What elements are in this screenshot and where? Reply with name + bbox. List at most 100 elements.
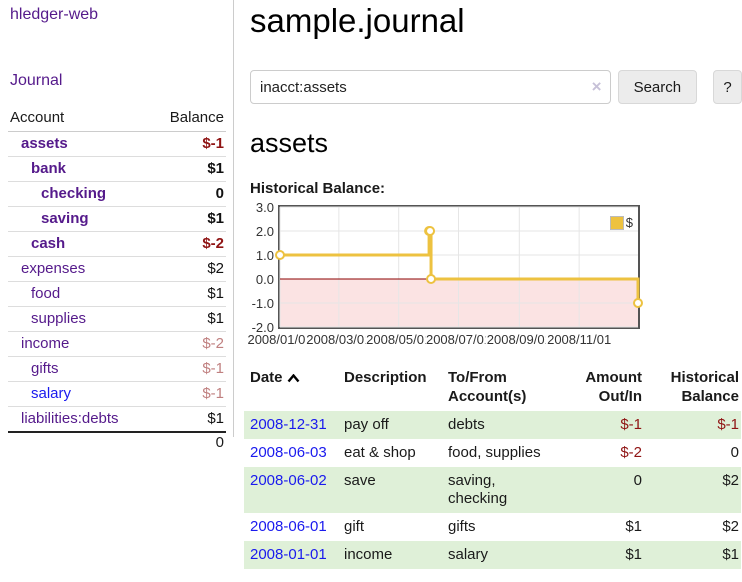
y-tick-label: 3.0 [255, 200, 274, 215]
date-column-header[interactable]: Date [244, 366, 344, 411]
transaction-date-link[interactable]: 2008-12-31 [250, 416, 327, 433]
transaction-row: 2008-06-01 gift gifts $1 $2 [244, 513, 741, 541]
x-tick-label: 2008/01/01 [246, 332, 314, 347]
transaction-amount: 0 [633, 472, 642, 489]
transaction-accounts: gifts [448, 518, 476, 535]
account-link-bank[interactable]: bank [31, 160, 67, 177]
description-column-header: Description [344, 369, 427, 386]
historical-balance-chart: 3.0 2.0 1.0 0.0 -1.0 -2.0 $ 2008/01/01 2008/03… [246, 201, 650, 347]
account-column-header: Account [8, 106, 151, 132]
x-tick-label: 2008/05/01 [365, 332, 433, 347]
sort-ascending-icon [287, 373, 299, 383]
transaction-date-link[interactable]: 2008-06-01 [250, 518, 327, 535]
transaction-description: pay off [344, 416, 389, 433]
sidebar-divider [233, 0, 234, 437]
balance-column-header: Balance [150, 106, 226, 132]
account-link-gifts[interactable]: gifts [31, 360, 59, 377]
account-balance: $1 [150, 206, 226, 232]
account-link-saving[interactable]: saving [41, 210, 89, 227]
account-row-income: income $-2 [8, 331, 226, 357]
transaction-balance: $1 [722, 546, 739, 563]
transaction-balance: $2 [722, 518, 739, 535]
transaction-balance: 0 [730, 444, 739, 461]
account-row-supplies: supplies $1 [8, 306, 226, 332]
account-row-food: food $1 [8, 281, 226, 307]
account-row-bank: bank $1 [8, 156, 226, 182]
account-row-cash: cash $-2 [8, 231, 226, 257]
transaction-balance: $-1 [717, 416, 739, 433]
account-balance: $-1 [150, 356, 226, 382]
transaction-row: 2008-06-03 eat & shop food, supplies $-2… [244, 439, 741, 467]
legend-label: $ [625, 215, 633, 230]
transaction-accounts: food, supplies [448, 444, 541, 461]
chart-x-axis: 2008/01/01 2008/03/01 2008/05/01 2008/07/01… [246, 332, 650, 347]
search-bar: × Search ? [250, 70, 742, 104]
register-table: Date Description To/From Account(s) Amou… [244, 366, 741, 569]
sidebar: hledger-web Journal Account Balance asse… [0, 0, 233, 453]
sidebar-item-journal[interactable]: Journal [10, 72, 63, 89]
amount-column-header: Amount Out/In [585, 369, 642, 405]
account-balance: $1 [150, 306, 226, 332]
account-row-saving: saving $1 [8, 206, 226, 232]
account-link-assets[interactable]: assets [21, 135, 68, 152]
accounts-column-header: To/From Account(s) [448, 369, 527, 405]
accounts-total-row: 0 [8, 431, 226, 453]
app-title-link[interactable]: hledger-web [10, 6, 99, 23]
account-row-liabilities-debts: liabilities:debts $1 [8, 406, 226, 433]
register-header-row: Date Description To/From Account(s) Amou… [244, 366, 741, 411]
account-balance: $-2 [150, 331, 226, 357]
account-balance: $1 [150, 406, 226, 433]
y-tick-label: 2.0 [255, 224, 274, 239]
transaction-amount: $-2 [620, 444, 642, 461]
account-balance: $1 [150, 281, 226, 307]
account-row-assets: assets $-1 [8, 131, 226, 157]
transaction-accounts: debts [448, 416, 485, 433]
transaction-description: save [344, 472, 376, 489]
x-tick-label: 2008/09/01 [485, 332, 553, 347]
search-input[interactable] [250, 70, 611, 104]
account-heading: assets [250, 128, 329, 158]
account-balance: $-1 [150, 131, 226, 157]
transaction-date-link[interactable]: 2008-01-01 [250, 546, 327, 563]
account-balance: 0 [150, 181, 226, 207]
balance-column-header: Historical Balance [670, 369, 739, 405]
transaction-description: income [344, 546, 393, 563]
chart-legend: $ [609, 215, 633, 230]
account-link-salary[interactable]: salary [31, 385, 72, 402]
transaction-accounts: saving, checking [448, 472, 508, 507]
y-tick-label: 1.0 [255, 248, 274, 263]
legend-swatch-icon [609, 215, 624, 230]
transaction-description: gift [344, 518, 365, 535]
search-button[interactable]: Search [617, 70, 698, 104]
chart-title: Historical Balance: [250, 180, 386, 197]
chart-y-axis: 3.0 2.0 1.0 0.0 -1.0 -2.0 [250, 201, 274, 334]
transaction-row: 2008-12-31 pay off debts $-1 $-1 [244, 411, 741, 439]
y-tick-label: 0.0 [255, 272, 274, 287]
y-tick-label: -2.0 [251, 320, 274, 335]
account-link-food[interactable]: food [31, 285, 61, 302]
help-button[interactable]: ? [713, 70, 742, 104]
chart-plot-area: $ [275, 205, 643, 329]
account-link-expenses[interactable]: expenses [21, 260, 86, 277]
account-link-checking[interactable]: checking [41, 185, 107, 202]
account-balance: $-2 [150, 231, 226, 257]
transaction-description: eat & shop [344, 444, 416, 461]
transaction-date-link[interactable]: 2008-06-02 [250, 472, 327, 489]
transaction-amount: $1 [625, 518, 642, 535]
account-link-liabilities-debts[interactable]: liabilities:debts [21, 410, 119, 427]
accounts-header-row: Account Balance [8, 106, 226, 132]
account-balance: $-1 [150, 381, 226, 407]
transaction-accounts: salary [448, 546, 489, 563]
main-content: sample.journal × Search ? assets Histori… [244, 0, 742, 569]
transaction-row: 2008-06-02 save saving, checking 0 $2 [244, 467, 741, 513]
account-balance: $1 [150, 156, 226, 182]
transaction-date-link[interactable]: 2008-06-03 [250, 444, 327, 461]
account-row-salary: salary $-1 [8, 381, 226, 407]
account-link-income[interactable]: income [21, 335, 70, 352]
account-link-supplies[interactable]: supplies [31, 310, 87, 327]
account-row-expenses: expenses $2 [8, 256, 226, 282]
page-title: sample.journal [250, 2, 465, 39]
transaction-row: 2008-01-01 income salary $1 $1 [244, 541, 741, 569]
clear-search-icon[interactable]: × [591, 77, 602, 96]
account-link-cash[interactable]: cash [31, 235, 66, 252]
